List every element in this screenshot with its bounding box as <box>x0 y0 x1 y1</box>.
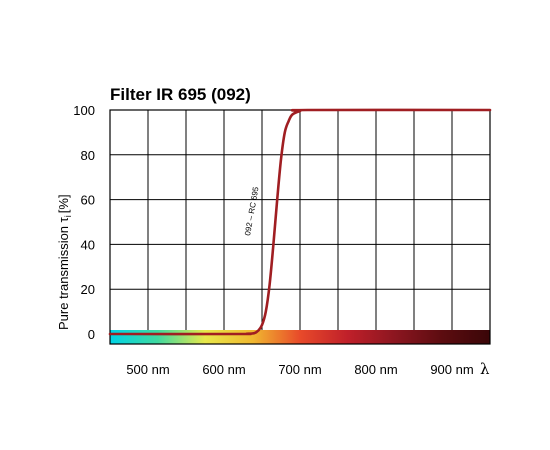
spectrum-bar <box>110 330 490 344</box>
x-tick-label: 800 nm <box>354 362 397 377</box>
y-tick-label: 20 <box>81 282 95 297</box>
x-tick-label: 500 nm <box>126 362 169 377</box>
y-tick-label: 60 <box>81 193 95 208</box>
series-label: 092 – RC 695 <box>243 186 261 237</box>
y-tick-label: 100 <box>73 103 95 118</box>
y-tick-label: 40 <box>81 237 95 252</box>
x-tick-labels: 500 nm 600 nm 700 nm 800 nm 900 nm <box>126 362 473 377</box>
chart-title: Filter IR 695 (092) <box>110 85 251 104</box>
y-axis-label-sub: i <box>63 215 73 217</box>
grid <box>110 109 490 344</box>
y-axis-label-unit: [%] <box>56 194 71 213</box>
x-tick-label: 600 nm <box>202 362 245 377</box>
x-tick-label: 900 nm <box>430 362 473 377</box>
y-axis-label-main: Pure transmission τ <box>56 216 71 330</box>
x-tick-label: 700 nm <box>278 362 321 377</box>
y-tick-label: 0 <box>88 327 95 342</box>
series-line-092-rc-695 <box>108 108 492 336</box>
y-axis-label: Pure transmission τi [%] <box>56 194 73 330</box>
x-axis-lambda-symbol: λ <box>480 360 490 378</box>
y-tick-label: 80 <box>81 148 95 163</box>
y-tick-labels: 0 20 40 60 80 100 <box>73 103 95 342</box>
